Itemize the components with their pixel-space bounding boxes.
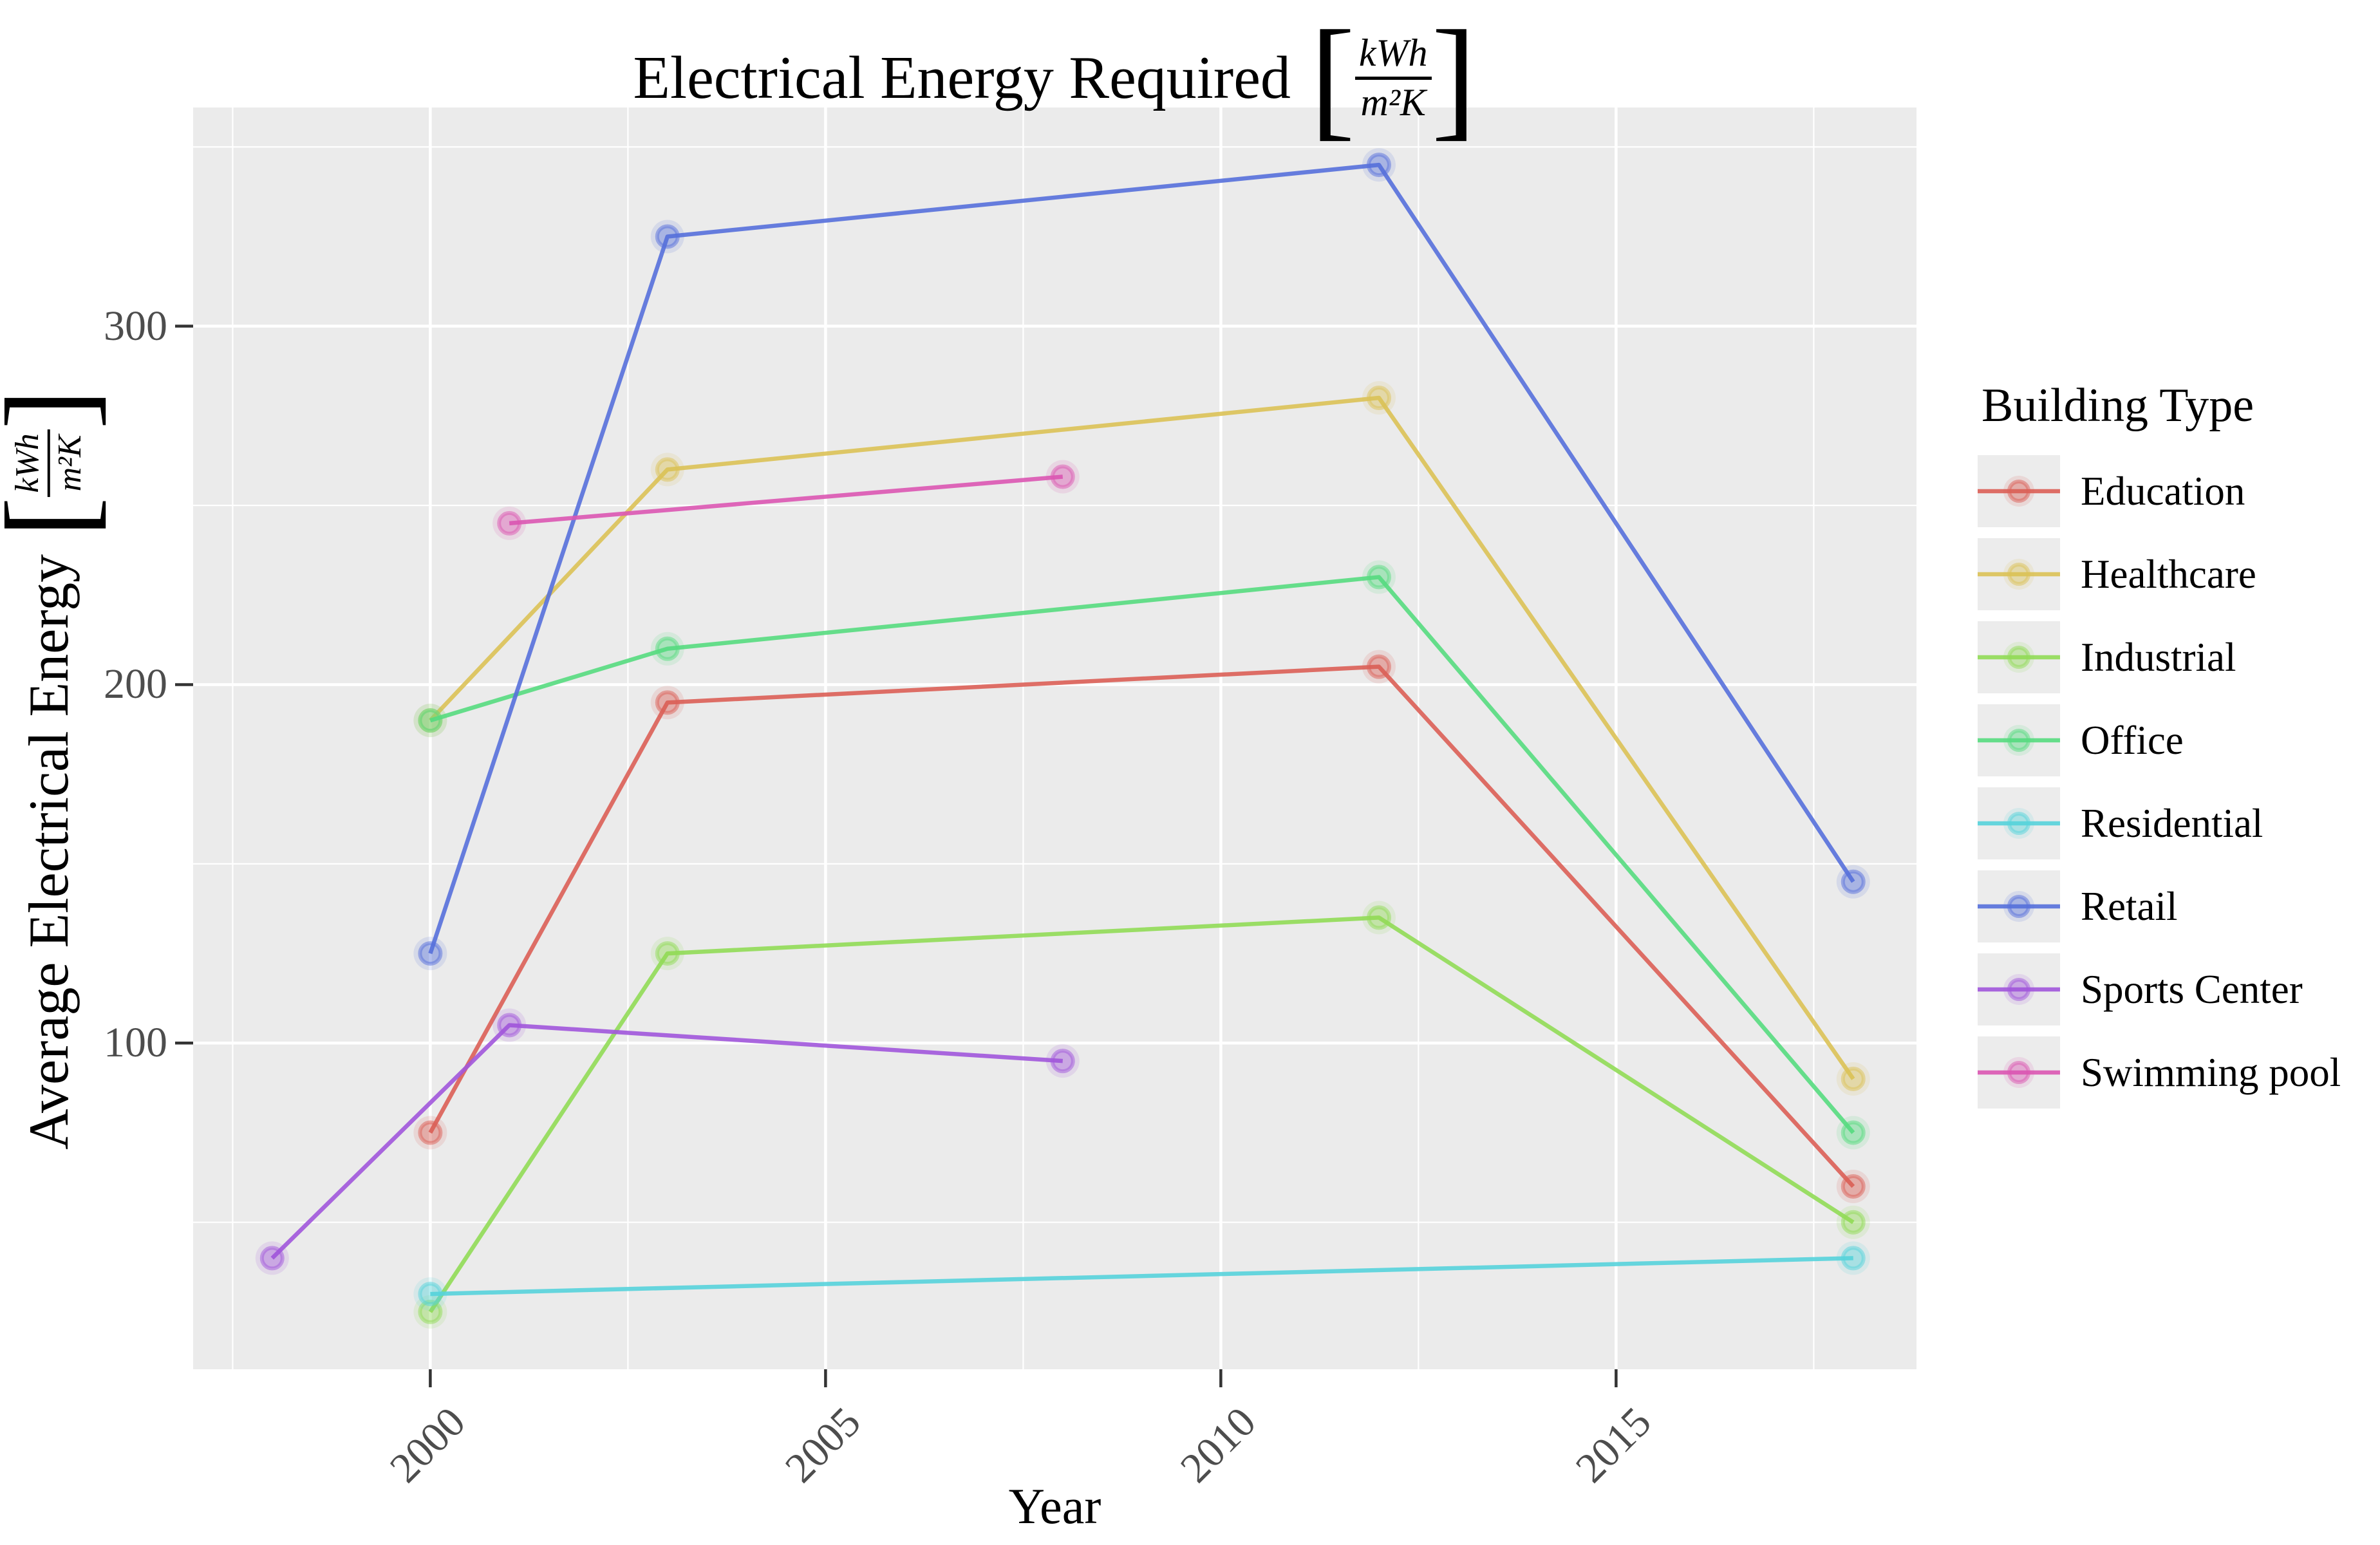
legend-marker (2007, 563, 2030, 586)
data-point (1366, 905, 1391, 930)
legend-marker (2007, 1061, 2030, 1084)
legend-item-industrial: Industrial (1978, 621, 2377, 693)
legend-item-label: Healthcare (2081, 551, 2256, 597)
data-point (1841, 1066, 1866, 1091)
data-point (1366, 565, 1391, 590)
legend-item-label: Office (2081, 717, 2184, 763)
legend-item-office: Office (1978, 704, 2377, 776)
legend-key-icon (1978, 1057, 2060, 1088)
legend-items: Education Healthcare Industrial Office Resid… (1978, 455, 2377, 1109)
series-line (428, 915, 1855, 1313)
legend-title: Building Type (1982, 379, 2254, 432)
series-line (509, 474, 1064, 526)
legend-marker (2007, 812, 2030, 835)
legend-item-label: Retail (2081, 883, 2178, 929)
data-point (1841, 1246, 1866, 1271)
y-tick-label: 300 (104, 302, 167, 350)
data-point (418, 941, 443, 966)
legend-key-swatch (1978, 621, 2060, 693)
legend-key-swatch (1978, 704, 2060, 776)
data-point (655, 224, 680, 249)
legend-key-swatch (1978, 1036, 2060, 1109)
legend-key-icon (1978, 974, 2060, 1005)
data-point (655, 690, 680, 715)
legend-item-sports-center: Sports Center (1978, 953, 2377, 1025)
legend-marker (2007, 729, 2030, 752)
data-point (1841, 1174, 1866, 1199)
legend-item-label: Industrial (2081, 634, 2236, 680)
data-point (497, 1013, 522, 1038)
legend-item-label: Sports Center (2081, 966, 2303, 1012)
data-point (1841, 1120, 1866, 1145)
series-education (413, 650, 1870, 1204)
data-point (1841, 1210, 1866, 1235)
legend-key-icon (1978, 725, 2060, 756)
data-point (1366, 386, 1391, 411)
data-point (418, 708, 443, 733)
legend-item-retail: Retail (1978, 870, 2377, 942)
legend-marker (2007, 480, 2030, 503)
legend-item-residential: Residential (1978, 787, 2377, 859)
series-line (270, 1023, 1063, 1260)
legend-item-label: Swimming pool (2081, 1049, 2341, 1095)
y-axis-unit: [ kWh m²K ] (0, 389, 117, 538)
legend-key-icon (1978, 891, 2060, 922)
x-axis-title: Year (1008, 1478, 1101, 1534)
chart-title: Electrical Energy Required [ kWh m²K ] (193, 4, 1916, 152)
series-line (428, 162, 1855, 955)
legend-marker (2007, 978, 2030, 1001)
series-line (429, 575, 1855, 1134)
legend-key-icon (1978, 476, 2060, 507)
series-swimming-pool (492, 460, 1080, 540)
data-point (418, 1120, 443, 1145)
y-tick-label: 200 (104, 660, 167, 708)
unit-numerator: kWh (1354, 32, 1432, 80)
series-industrial (413, 901, 1870, 1329)
unit-denominator: m²K (1360, 80, 1426, 124)
series-residential (413, 1241, 1870, 1311)
data-point (1366, 654, 1391, 679)
unit-denominator: m²K (52, 435, 88, 492)
data-point (1366, 153, 1391, 178)
unit-fraction: kWh m²K (1354, 32, 1432, 124)
legend-item-label: Education (2081, 468, 2245, 514)
unit-numerator: kWh (8, 429, 50, 497)
legend-item-education: Education (1978, 455, 2377, 527)
data-point (418, 1299, 443, 1324)
series-line (428, 664, 1855, 1188)
data-point (1050, 1049, 1075, 1074)
legend-key-swatch (1978, 538, 2060, 610)
legend-key-icon (1978, 808, 2060, 839)
legend: Building Type Education Healthcare Industr… (1978, 379, 2377, 1119)
legend-key-swatch (1978, 787, 2060, 859)
y-tick-label: 100 (104, 1019, 167, 1067)
chart-title-unit: [ kWh m²K ] (1309, 3, 1477, 153)
data-point (655, 457, 680, 482)
legend-key-icon (1978, 642, 2060, 673)
legend-item-healthcare: Healthcare (1978, 538, 2377, 610)
data-point (1050, 464, 1075, 489)
chart-title-text: Electrical Energy Required (633, 44, 1291, 111)
series-office (413, 560, 1870, 1150)
data-point (655, 636, 680, 661)
legend-item-label: Residential (2081, 800, 2263, 846)
data-point (418, 1282, 443, 1307)
legend-key-swatch (1978, 870, 2060, 942)
series-sports-center (255, 1008, 1080, 1275)
data-point (1841, 869, 1866, 894)
legend-key-swatch (1978, 953, 2060, 1025)
legend-item-swimming-pool: Swimming pool (1978, 1036, 2377, 1109)
data-point (259, 1246, 285, 1271)
legend-key-icon (1978, 559, 2060, 590)
legend-key-swatch (1978, 455, 2060, 527)
series-retail (413, 148, 1870, 971)
series-line (430, 1256, 1853, 1297)
legend-marker (2007, 646, 2030, 669)
data-point (497, 510, 522, 536)
data-point (655, 941, 680, 966)
legend-marker (2007, 895, 2030, 918)
unit-fraction: kWh m²K (8, 429, 89, 497)
panel-background (193, 108, 1916, 1369)
